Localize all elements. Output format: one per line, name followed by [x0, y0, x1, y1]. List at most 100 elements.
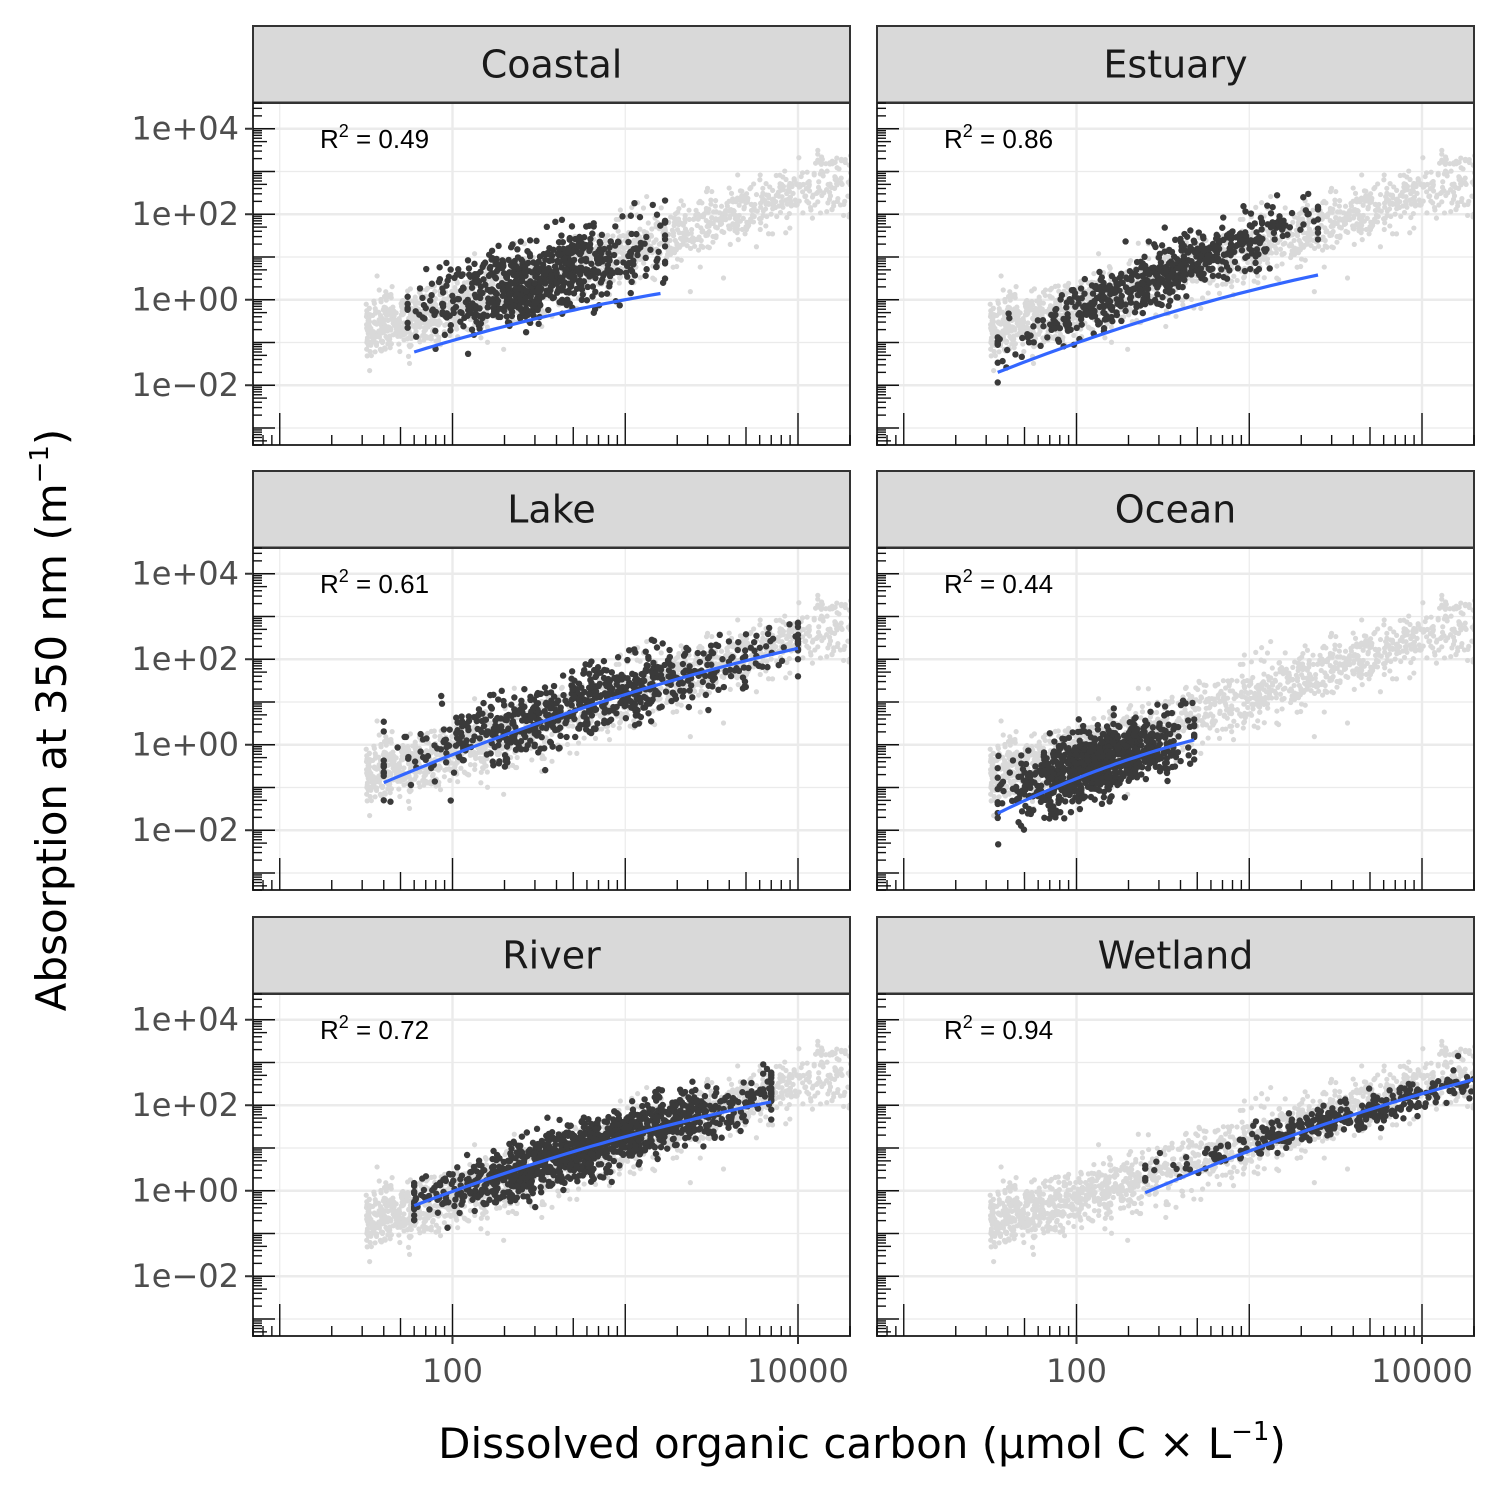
background-point: [862, 174, 867, 179]
data-point: [555, 259, 562, 266]
background-point: [1020, 341, 1026, 347]
background-point: [799, 189, 806, 195]
data-point: [631, 199, 638, 207]
background-point: [820, 170, 826, 176]
background-point: [862, 601, 867, 606]
background-point: [400, 311, 407, 317]
background-point: [1422, 173, 1428, 180]
data-point: [1263, 246, 1270, 253]
data-point: [506, 291, 513, 298]
background-point: [414, 323, 420, 330]
background-point: [720, 720, 727, 726]
data-point: [419, 294, 426, 302]
data-point: [1167, 297, 1174, 305]
data-point: [1214, 255, 1222, 262]
background-point: [1386, 206, 1393, 212]
background-point: [1259, 200, 1265, 206]
background-point: [1241, 274, 1248, 280]
background-point: [735, 172, 741, 178]
background-point: [364, 322, 370, 329]
background-point: [1381, 177, 1387, 183]
data-point: [625, 252, 632, 260]
background-point: [401, 782, 407, 788]
background-point: [1294, 264, 1300, 270]
data-point: [491, 273, 499, 281]
background-point: [401, 765, 407, 771]
background-point: [1387, 192, 1394, 198]
data-point: [1238, 246, 1246, 254]
data-point: [441, 331, 449, 339]
background-point: [1021, 320, 1027, 326]
background-point: [744, 197, 751, 204]
data-point: [436, 264, 443, 271]
background-point: [1126, 312, 1132, 318]
background-point: [1352, 206, 1358, 213]
data-point: [566, 236, 573, 243]
background-point: [674, 227, 681, 233]
background-point: [380, 325, 386, 331]
background-point: [1404, 187, 1410, 193]
background-point: [1489, 171, 1494, 176]
data-point: [1133, 266, 1140, 274]
background-point: [1297, 247, 1303, 253]
data-point: [495, 242, 502, 250]
data-point: [1102, 286, 1109, 293]
background-point: [1451, 161, 1457, 167]
background-point: [1458, 155, 1464, 161]
background-point: [1342, 203, 1349, 209]
data-point: [1187, 227, 1194, 234]
background-point: [1382, 220, 1388, 226]
background-point: [693, 236, 699, 242]
background-point: [999, 309, 1006, 315]
background-point: [675, 216, 682, 222]
background-point: [1277, 246, 1284, 252]
background-point: [1388, 213, 1394, 220]
data-point: [555, 238, 563, 246]
background-point: [1049, 295, 1055, 301]
background-point: [1333, 188, 1339, 195]
background-point: [840, 657, 847, 664]
data-point: [1051, 325, 1059, 332]
background-point: [478, 335, 484, 341]
data-point: [1046, 321, 1054, 328]
background-point: [1324, 212, 1330, 218]
background-point: [433, 321, 439, 327]
background-point: [382, 305, 389, 311]
background-point: [1377, 244, 1384, 250]
data-point: [471, 260, 478, 268]
background-point: [1000, 287, 1006, 293]
data-point: [1247, 265, 1254, 273]
background-point: [851, 176, 856, 181]
background-point: [479, 300, 485, 307]
background-point: [676, 222, 682, 228]
background-point: [718, 203, 725, 209]
data-point: [1159, 294, 1166, 301]
background-point: [988, 308, 994, 314]
data-point: [589, 283, 597, 290]
background-point: [1329, 244, 1335, 250]
background-point: [1319, 247, 1326, 253]
background-point: [1214, 282, 1220, 289]
data-point: [529, 288, 537, 296]
background-point: [1440, 179, 1446, 185]
background-point: [776, 193, 782, 199]
data-point: [620, 259, 627, 266]
data-point: [530, 259, 537, 266]
background-point: [765, 231, 772, 237]
background-point: [391, 308, 397, 315]
background-point: [1299, 216, 1306, 222]
background-point: [777, 172, 783, 178]
background-point: [713, 216, 719, 222]
background-point: [1240, 280, 1246, 286]
background-point: [1387, 181, 1393, 187]
background-point: [405, 288, 411, 294]
background-point: [1309, 231, 1315, 237]
background-point: [1492, 180, 1497, 185]
data-point: [1251, 220, 1258, 227]
background-point: [752, 207, 758, 213]
background-point: [402, 329, 408, 336]
data-point: [1128, 276, 1135, 284]
data-point: [570, 290, 578, 297]
background-point: [842, 156, 848, 163]
background-point: [1447, 161, 1453, 167]
